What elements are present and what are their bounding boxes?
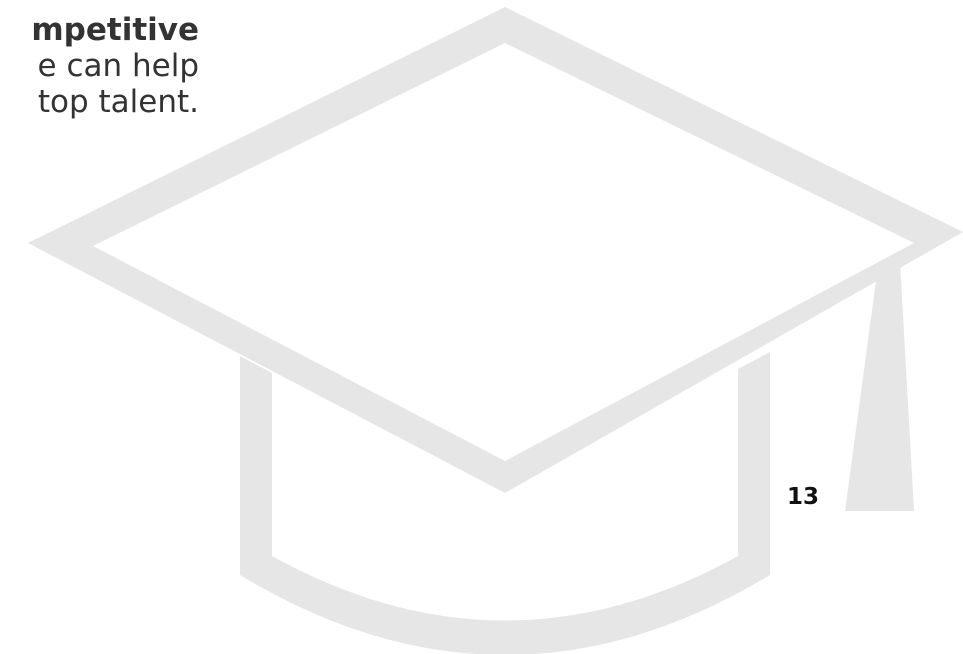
intro-text-line-3: top talent. bbox=[37, 84, 199, 120]
intro-text-line-2: e can help bbox=[37, 48, 199, 84]
page-number: 13 bbox=[787, 484, 820, 510]
intro-text-block: mpetitive e can help top talent. bbox=[0, 0, 205, 170]
intro-text-line-1: mpetitive bbox=[31, 12, 199, 48]
